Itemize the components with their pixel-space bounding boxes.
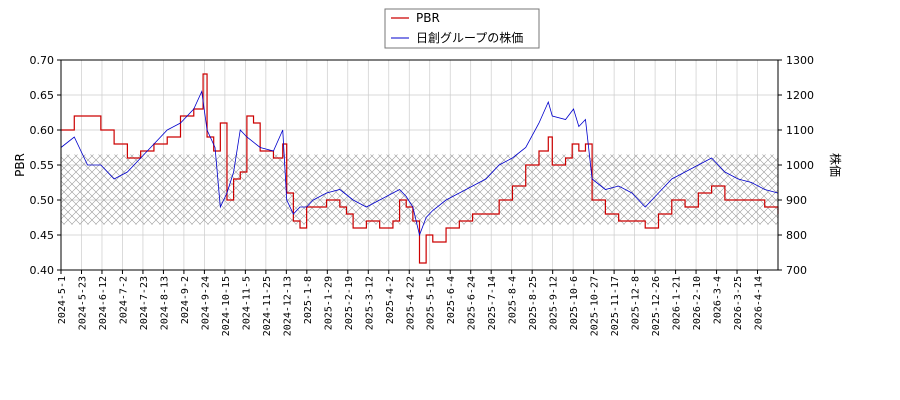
y-right-tick-label: 1300 <box>786 54 814 67</box>
x-tick-label: 2025-6-4 <box>446 276 457 324</box>
x-tick-label: 2025-2-19 <box>344 276 355 330</box>
x-tick-label: 2025-10-6 <box>569 276 580 330</box>
y-right-tick-label: 700 <box>786 264 807 277</box>
legend-label-price: 日創グループの株価 <box>416 30 523 45</box>
x-tick-label: 2024-7-2 <box>118 276 129 324</box>
x-tick-label: 2026-3-25 <box>733 276 744 330</box>
y-axis-right: 700 800 900 1000 1100 1200 1300 <box>778 54 814 277</box>
legend-box <box>384 8 540 49</box>
x-tick-label: 2025-12-26 <box>651 276 662 336</box>
y-left-tick-label: 0.50 <box>30 194 55 207</box>
y-left-tick-label: 0.55 <box>30 159 55 172</box>
x-tick-label: 2025-11-17 <box>610 276 621 336</box>
y-left-tick-label: 0.40 <box>30 264 55 277</box>
x-axis: 2024-5-1 2024-5-23 2024-6-12 2024-7-2 2024-7… <box>57 270 765 336</box>
y-right-tick-label: 1200 <box>786 89 814 102</box>
x-tick-label: 2025-1-8 <box>303 276 314 324</box>
x-tick-label: 2026-2-10 <box>692 276 703 330</box>
x-tick-label: 2024-9-2 <box>180 276 191 324</box>
series-lines <box>60 73 779 264</box>
x-tick-label: 2025-1-29 <box>323 276 334 330</box>
y-left-tick-label: 0.65 <box>30 89 55 102</box>
x-tick-label: 2024-7-23 <box>139 276 150 330</box>
x-tick-label: 2024-5-1 <box>57 276 68 324</box>
x-tick-label: 2024-10-15 <box>221 276 232 336</box>
x-tick-label: 2025-3-12 <box>364 276 375 330</box>
x-tick-label: 2024-8-13 <box>159 276 170 330</box>
x-tick-label: 2024-11-5 <box>241 276 252 330</box>
y-right-tick-label: 800 <box>786 229 807 242</box>
x-tick-label: 2026-4-14 <box>754 276 765 330</box>
x-tick-label: 2025-9-12 <box>549 276 560 330</box>
y-right-tick-label: 900 <box>786 194 807 207</box>
x-tick-label: 2025-4-22 <box>405 276 416 330</box>
x-tick-label: 2025-7-14 <box>487 276 498 330</box>
y-axis-right-title: 株価 <box>828 153 843 177</box>
x-tick-label: 2025-8-25 <box>528 276 539 330</box>
x-tick-label: 2025-6-24 <box>467 276 478 330</box>
x-tick-label: 2025-5-15 <box>426 276 437 330</box>
x-tick-label: 2024-11-25 <box>262 276 273 336</box>
legend-label-pbr: PBR <box>416 11 440 25</box>
x-tick-label: 2026-1-21 <box>672 276 683 330</box>
x-tick-label: 2025-8-4 <box>508 276 519 324</box>
y-left-tick-label: 0.60 <box>30 124 55 137</box>
x-tick-label: 2024-9-24 <box>200 276 211 330</box>
x-tick-label: 2024-5-23 <box>77 276 88 330</box>
x-tick-label: 2024-6-12 <box>98 276 109 330</box>
y-axis-left: 0.40 0.45 0.50 0.55 0.60 0.65 0.70 <box>30 54 61 277</box>
x-tick-label: 2025-12-8 <box>631 276 642 330</box>
series-line-price <box>60 90 779 237</box>
x-tick-label: 2024-12-13 <box>282 276 293 336</box>
crosshatch-band <box>61 154 778 225</box>
series-line-pbr <box>61 73 779 264</box>
crosshatch-band-rect <box>61 154 778 225</box>
y-right-tick-label: 1000 <box>786 159 814 172</box>
x-tick-label: 2025-10-27 <box>590 276 601 336</box>
y-left-tick-label: 0.45 <box>30 229 55 242</box>
y-left-tick-label: 0.70 <box>30 54 55 67</box>
legend: PBR 日創グループの株価 <box>384 8 540 49</box>
y-axis-left-title: PBR <box>13 153 27 177</box>
y-right-tick-label: 1100 <box>786 124 814 137</box>
x-tick-label: 2025-4-2 <box>385 276 396 324</box>
x-tick-label: 2026-3-4 <box>713 276 724 324</box>
